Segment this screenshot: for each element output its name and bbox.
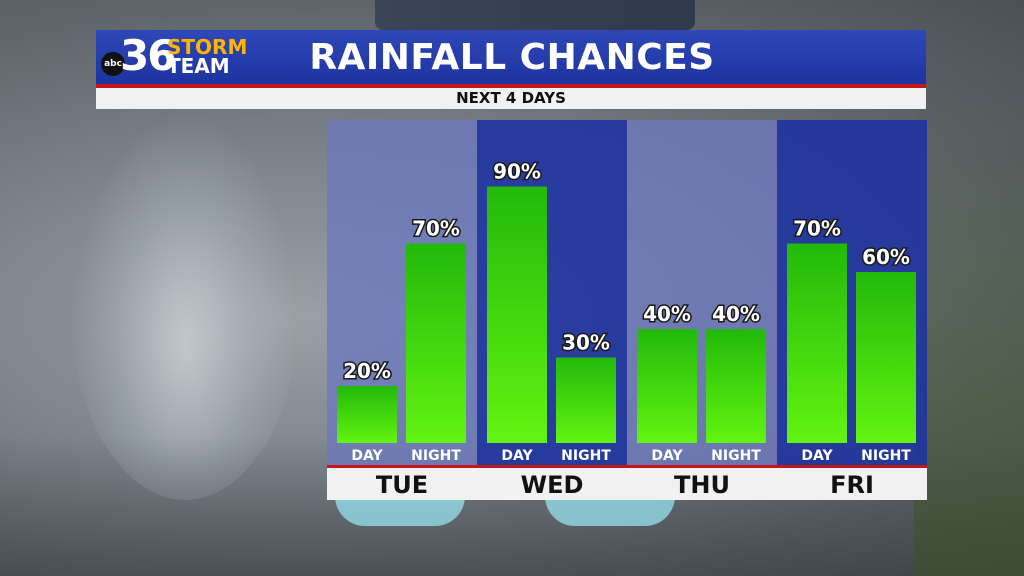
bar-thu-day: [637, 329, 697, 443]
sublabel-thu-night: NIGHT: [711, 448, 761, 464]
value-label-fri-night: 60%: [862, 245, 910, 269]
category-bar: [327, 468, 927, 500]
rainfall-chart: 20% DAY 70% NIGHT 90% DAY 30% NIGHT 40% DAY 40% NIG…: [327, 120, 927, 500]
value-label-fri-day: 70%: [793, 217, 841, 241]
logo-team-text: TEAM: [167, 54, 230, 78]
abc-network-bug: abc: [101, 52, 125, 76]
banner-red-rule: [96, 84, 926, 88]
bar-thu-night: [706, 329, 766, 443]
chart-svg: 20% DAY 70% NIGHT 90% DAY 30% NIGHT 40% DAY 40% NIG…: [327, 120, 927, 500]
bar-tue-day: [337, 386, 397, 443]
subtitle-bar: NEXT 4 DAYS: [96, 88, 926, 109]
title-banner: [96, 30, 926, 84]
bar-tue-night: [406, 243, 466, 443]
subtitle: NEXT 4 DAYS: [456, 89, 566, 107]
category-label-fri: FRI: [830, 471, 874, 499]
bar-wed-day: [487, 186, 547, 443]
bar-wed-night: [556, 357, 616, 443]
bar-fri-night: [856, 272, 916, 443]
water-splash: [70, 110, 300, 500]
logo-storm-text: STORM: [167, 35, 248, 59]
bar-fri-day: [787, 243, 847, 443]
value-label-thu-day: 40%: [643, 302, 691, 326]
station-logo: abc 36 STORM TEAM: [101, 31, 251, 80]
sublabel-fri-night: NIGHT: [861, 448, 911, 464]
value-label-thu-night: 40%: [712, 302, 760, 326]
sublabel-wed-day: DAY: [501, 448, 533, 464]
sublabel-fri-day: DAY: [801, 448, 833, 464]
category-label-wed: WED: [521, 471, 584, 499]
category-label-thu: THU: [674, 471, 730, 499]
axis-red-rule: [327, 465, 927, 468]
value-label-tue-day: 20%: [343, 359, 391, 383]
grass-edge: [914, 60, 1024, 576]
logo-number: 36: [120, 31, 176, 80]
category-label-tue: TUE: [376, 471, 428, 499]
value-label-tue-night: 70%: [412, 217, 460, 241]
sublabel-thu-day: DAY: [651, 448, 683, 464]
value-label-wed-night: 30%: [562, 331, 610, 355]
sublabel-tue-day: DAY: [351, 448, 383, 464]
legs: [375, 0, 695, 30]
sublabel-tue-night: NIGHT: [411, 448, 461, 464]
sublabel-wed-night: NIGHT: [561, 448, 611, 464]
value-label-wed-day: 90%: [493, 160, 541, 184]
page-title: RAINFALL CHANCES: [309, 37, 715, 78]
